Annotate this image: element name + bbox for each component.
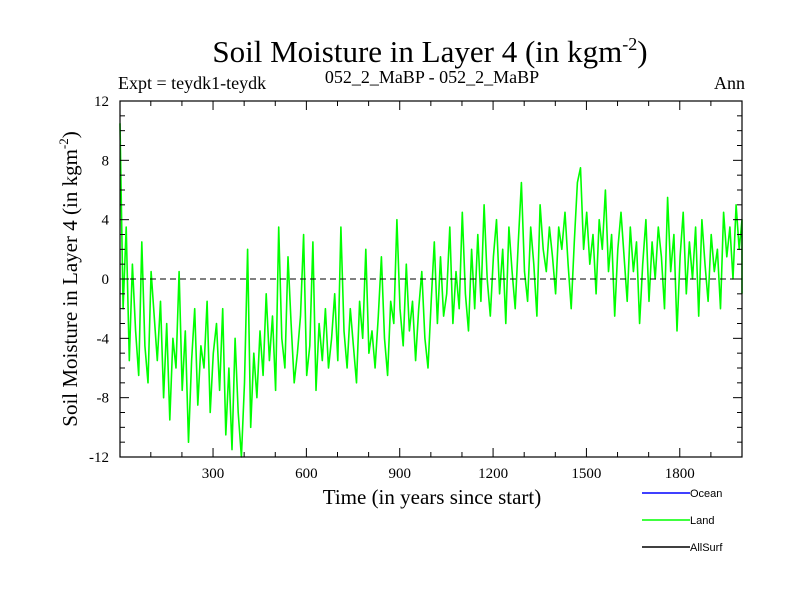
svg-text:Soil Moisture in Layer 4 (in k: Soil Moisture in Layer 4 (in kgm-2)	[56, 131, 82, 426]
x-tick-label: 300	[202, 466, 225, 482]
x-tick-label: 900	[388, 466, 411, 482]
x-axis-tick-labels: 300 600 900 1200 1500 1800	[202, 466, 695, 482]
legend-label-land: Land	[690, 515, 714, 527]
legend: Ocean Land AllSurf	[642, 488, 723, 554]
svg-text:Soil Moisture in Layer 4 (in k: Soil Moisture in Layer 4 (in kgm-2)	[212, 34, 647, 69]
subtitle-right: Ann	[714, 73, 745, 93]
x-tick-label: 600	[295, 466, 318, 482]
legend-label-ocean: Ocean	[690, 488, 722, 500]
y-tick-label: 4	[102, 213, 110, 229]
y-axis-tick-labels: -12 -8 -4 0 4 8 12	[89, 94, 110, 466]
series-layer	[119, 123, 743, 458]
x-tick-label: 1500	[571, 466, 601, 482]
y-axis-ticks	[120, 115, 742, 443]
chart-title-main: Soil Moisture in Layer 4 (in kgm	[212, 34, 622, 69]
series-line-land	[119, 123, 743, 458]
y-axis-label-main: Soil Moisture in Layer 4 (in kgm	[58, 149, 82, 427]
subtitle-left: Expt = teydk1-teydk	[118, 73, 266, 93]
x-axis-label: Time (in years since start)	[323, 485, 542, 509]
chart-title-close: )	[637, 34, 647, 69]
y-tick-label: -8	[97, 391, 110, 407]
legend-label-allsurf: AllSurf	[690, 542, 723, 554]
chart-title-superscript: -2	[622, 34, 637, 54]
y-axis-label: Soil Moisture in Layer 4 (in kgm-2)	[56, 131, 82, 426]
x-tick-label: 1200	[478, 466, 508, 482]
y-tick-label: -4	[97, 331, 110, 347]
y-tick-label: 0	[102, 272, 110, 288]
y-tick-label: 8	[102, 153, 110, 169]
y-tick-label: 12	[94, 94, 109, 110]
y-tick-label: -12	[89, 450, 109, 466]
x-tick-label: 1800	[665, 466, 695, 482]
chart-title: Soil Moisture in Layer 4 (in kgm-2)	[212, 34, 647, 69]
y-axis-label-superscript: -2	[56, 138, 71, 149]
subtitle-center: 052_2_MaBP - 052_2_MaBP	[325, 67, 539, 87]
plot-area: 300 600 900 1200 1500 1800 -12 -8 -4 0 4 8 12	[89, 94, 743, 482]
y-axis-label-close: )	[58, 131, 82, 138]
x-axis-ticks	[150, 101, 712, 457]
